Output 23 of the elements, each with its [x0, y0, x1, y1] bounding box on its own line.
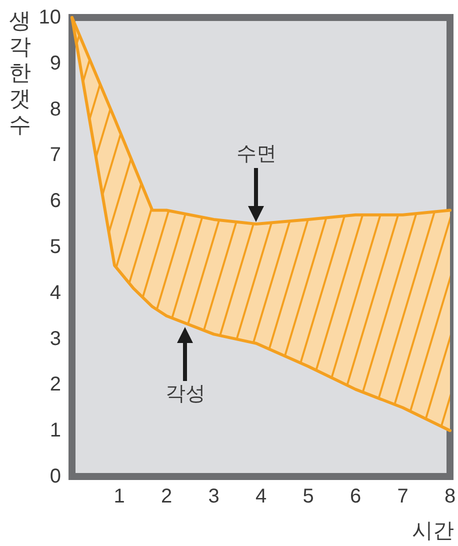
y-tick-label: 2: [50, 374, 61, 396]
y-tick-label: 0: [50, 466, 61, 488]
y-tick-label: 9: [50, 52, 61, 74]
x-tick-label: 2: [160, 486, 172, 508]
y-tick-label: 4: [50, 282, 61, 304]
x-tick-label: 7: [397, 486, 408, 508]
y-axis-title: 생각한 갯수: [8, 8, 32, 138]
x-tick-label: 1: [114, 486, 125, 508]
y-tick-label: 8: [50, 98, 61, 120]
y-tick-label: 3: [50, 328, 61, 350]
annotation: 수면: [235, 143, 278, 166]
x-tick-label: 6: [350, 486, 362, 508]
x-tick-label: 5: [302, 486, 314, 508]
x-tick-label: 8: [444, 486, 456, 508]
y-tick-label: 5: [50, 236, 61, 258]
y-tick-label: 6: [50, 190, 61, 212]
x-axis-title: 시간: [412, 520, 454, 542]
y-tick-label: 10: [38, 6, 61, 28]
x-tick-label: 3: [208, 486, 220, 508]
annotation: 각성: [164, 383, 206, 406]
x-tick-label: 4: [255, 486, 267, 508]
y-tick-label: 1: [50, 420, 61, 442]
y-tick-label: 7: [50, 144, 61, 166]
